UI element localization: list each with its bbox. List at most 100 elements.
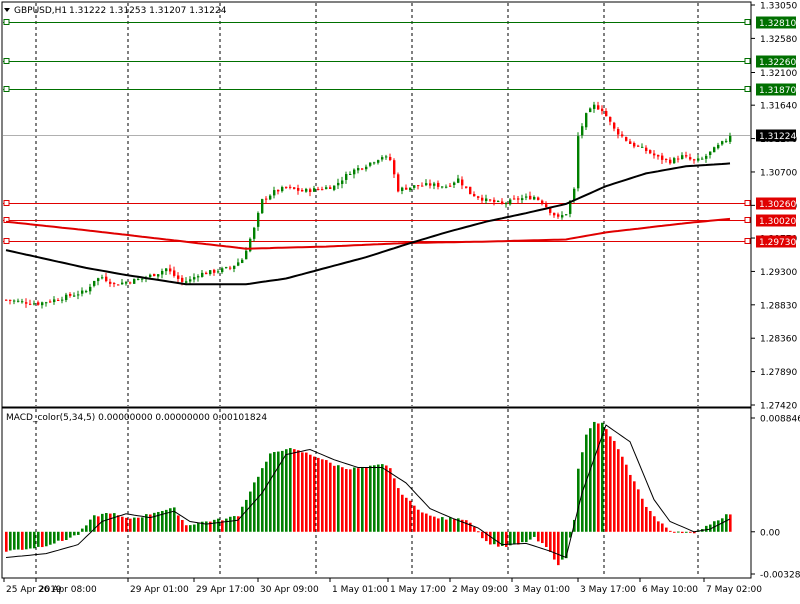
- macd-bar-up: [533, 531, 536, 537]
- candle-up: [121, 282, 124, 285]
- candle-up: [565, 214, 568, 216]
- macd-bar-up: [569, 531, 572, 538]
- macd-bar-up: [269, 453, 272, 532]
- macd-pane[interactable]: 0.008846 0.00 -0.003283 MACD_color(5,34,5)…: [1, 407, 800, 581]
- macd-bar-down: [21, 531, 24, 550]
- macd-bar-down: [185, 525, 188, 532]
- candle-down: [429, 183, 432, 186]
- candle-down: [105, 276, 108, 282]
- macd-bar-up: [257, 476, 260, 532]
- time-axis-label: 7 May 02:00: [706, 585, 762, 595]
- candle-up: [261, 199, 264, 214]
- candle-up: [341, 180, 344, 184]
- candle-up: [337, 182, 340, 186]
- macd-bar-down: [333, 465, 336, 532]
- macd-bar-up: [169, 508, 172, 532]
- candle-down: [9, 299, 12, 301]
- macd-bar-up: [281, 450, 284, 532]
- current-price-badge: 1.31224: [756, 129, 796, 142]
- candle-up: [697, 158, 700, 161]
- candle-up: [61, 299, 64, 301]
- candle-down: [449, 185, 452, 187]
- macd-bar-down: [485, 531, 488, 542]
- candle-down: [541, 200, 544, 204]
- macd-bar-up: [105, 512, 108, 532]
- candle-up: [385, 156, 388, 158]
- macd-bar-down: [625, 464, 628, 532]
- candle-down: [513, 198, 516, 200]
- candle-up: [357, 168, 360, 171]
- macd-bar-down: [129, 518, 132, 532]
- candle-up: [369, 162, 372, 166]
- level-badge-value: 1.30020: [759, 217, 796, 227]
- candle-up: [497, 201, 500, 203]
- macd-bar-up: [685, 531, 688, 533]
- macd-bar-down: [97, 516, 100, 532]
- candle-down: [289, 186, 292, 188]
- candle-up: [373, 162, 376, 164]
- macd-signal-line: [5, 424, 731, 559]
- candle-up: [505, 203, 508, 205]
- macd-bar-up: [49, 531, 52, 545]
- level-badge-bg: [756, 214, 796, 227]
- candle-up: [641, 146, 644, 148]
- macd-bar-down: [557, 531, 560, 566]
- macd-bar-down: [689, 531, 692, 533]
- candle-up: [713, 147, 716, 153]
- chart-title: GBPUSD,H1 1.31222 1.31253 1.31207 1.3122…: [4, 6, 227, 16]
- candle-down: [317, 188, 320, 190]
- candle-up: [725, 140, 728, 142]
- macd-bar-up: [501, 531, 504, 546]
- candle-up: [141, 278, 144, 280]
- macd-bar-up: [57, 531, 60, 541]
- level-handle: [744, 217, 751, 223]
- candle-up: [581, 126, 584, 136]
- candle-down: [169, 268, 172, 272]
- macd-bar-down: [365, 467, 368, 532]
- macd-bar-up: [189, 525, 192, 532]
- macd-bar-down: [489, 531, 492, 545]
- candle-up: [249, 238, 252, 252]
- price-pane[interactable]: 1.330501.325801.321001.316401.311701.307…: [1, 1, 797, 412]
- horizontal-levels[interactable]: [3, 19, 751, 244]
- macd-bar-down: [325, 460, 328, 532]
- macd-bar-up: [17, 531, 20, 550]
- level-badge-bg: [756, 235, 796, 248]
- macd-bar-down: [469, 522, 472, 532]
- macd-bar-down: [545, 531, 548, 547]
- price-axis-label: 1.29300: [760, 268, 797, 278]
- macd-bar-down: [617, 449, 620, 532]
- macd-bar-up: [273, 452, 276, 532]
- candle-up: [81, 290, 84, 294]
- candle-down: [389, 156, 392, 161]
- candle-up: [401, 187, 404, 191]
- candle-up: [245, 250, 248, 260]
- candle-up: [409, 187, 412, 191]
- macd-bar-down: [61, 531, 64, 541]
- macd-bar-down: [209, 521, 212, 532]
- dropdown-triangle-icon[interactable]: [4, 8, 10, 12]
- time-axis-label: 2 May 09:00: [452, 585, 508, 595]
- candle-down: [57, 299, 60, 301]
- candle-up: [673, 158, 676, 164]
- candle-down: [461, 179, 464, 186]
- macd-bar-down: [649, 510, 652, 532]
- candle-down: [625, 137, 628, 141]
- macd-bar-down: [445, 519, 448, 532]
- candle-up: [93, 280, 96, 286]
- macd-bar-up: [165, 509, 168, 532]
- candle-up: [101, 277, 104, 279]
- macd-bar-down: [349, 469, 352, 532]
- macd-bar-down: [317, 457, 320, 532]
- candle-down: [657, 154, 660, 157]
- candle-up: [561, 215, 564, 218]
- macd-bar-down: [41, 531, 44, 548]
- level-badge-value: 1.29730: [759, 238, 796, 248]
- candle-down: [517, 198, 520, 200]
- candle-down: [173, 270, 176, 276]
- level-badge-bg: [756, 55, 796, 68]
- macd-bar-down: [413, 505, 416, 532]
